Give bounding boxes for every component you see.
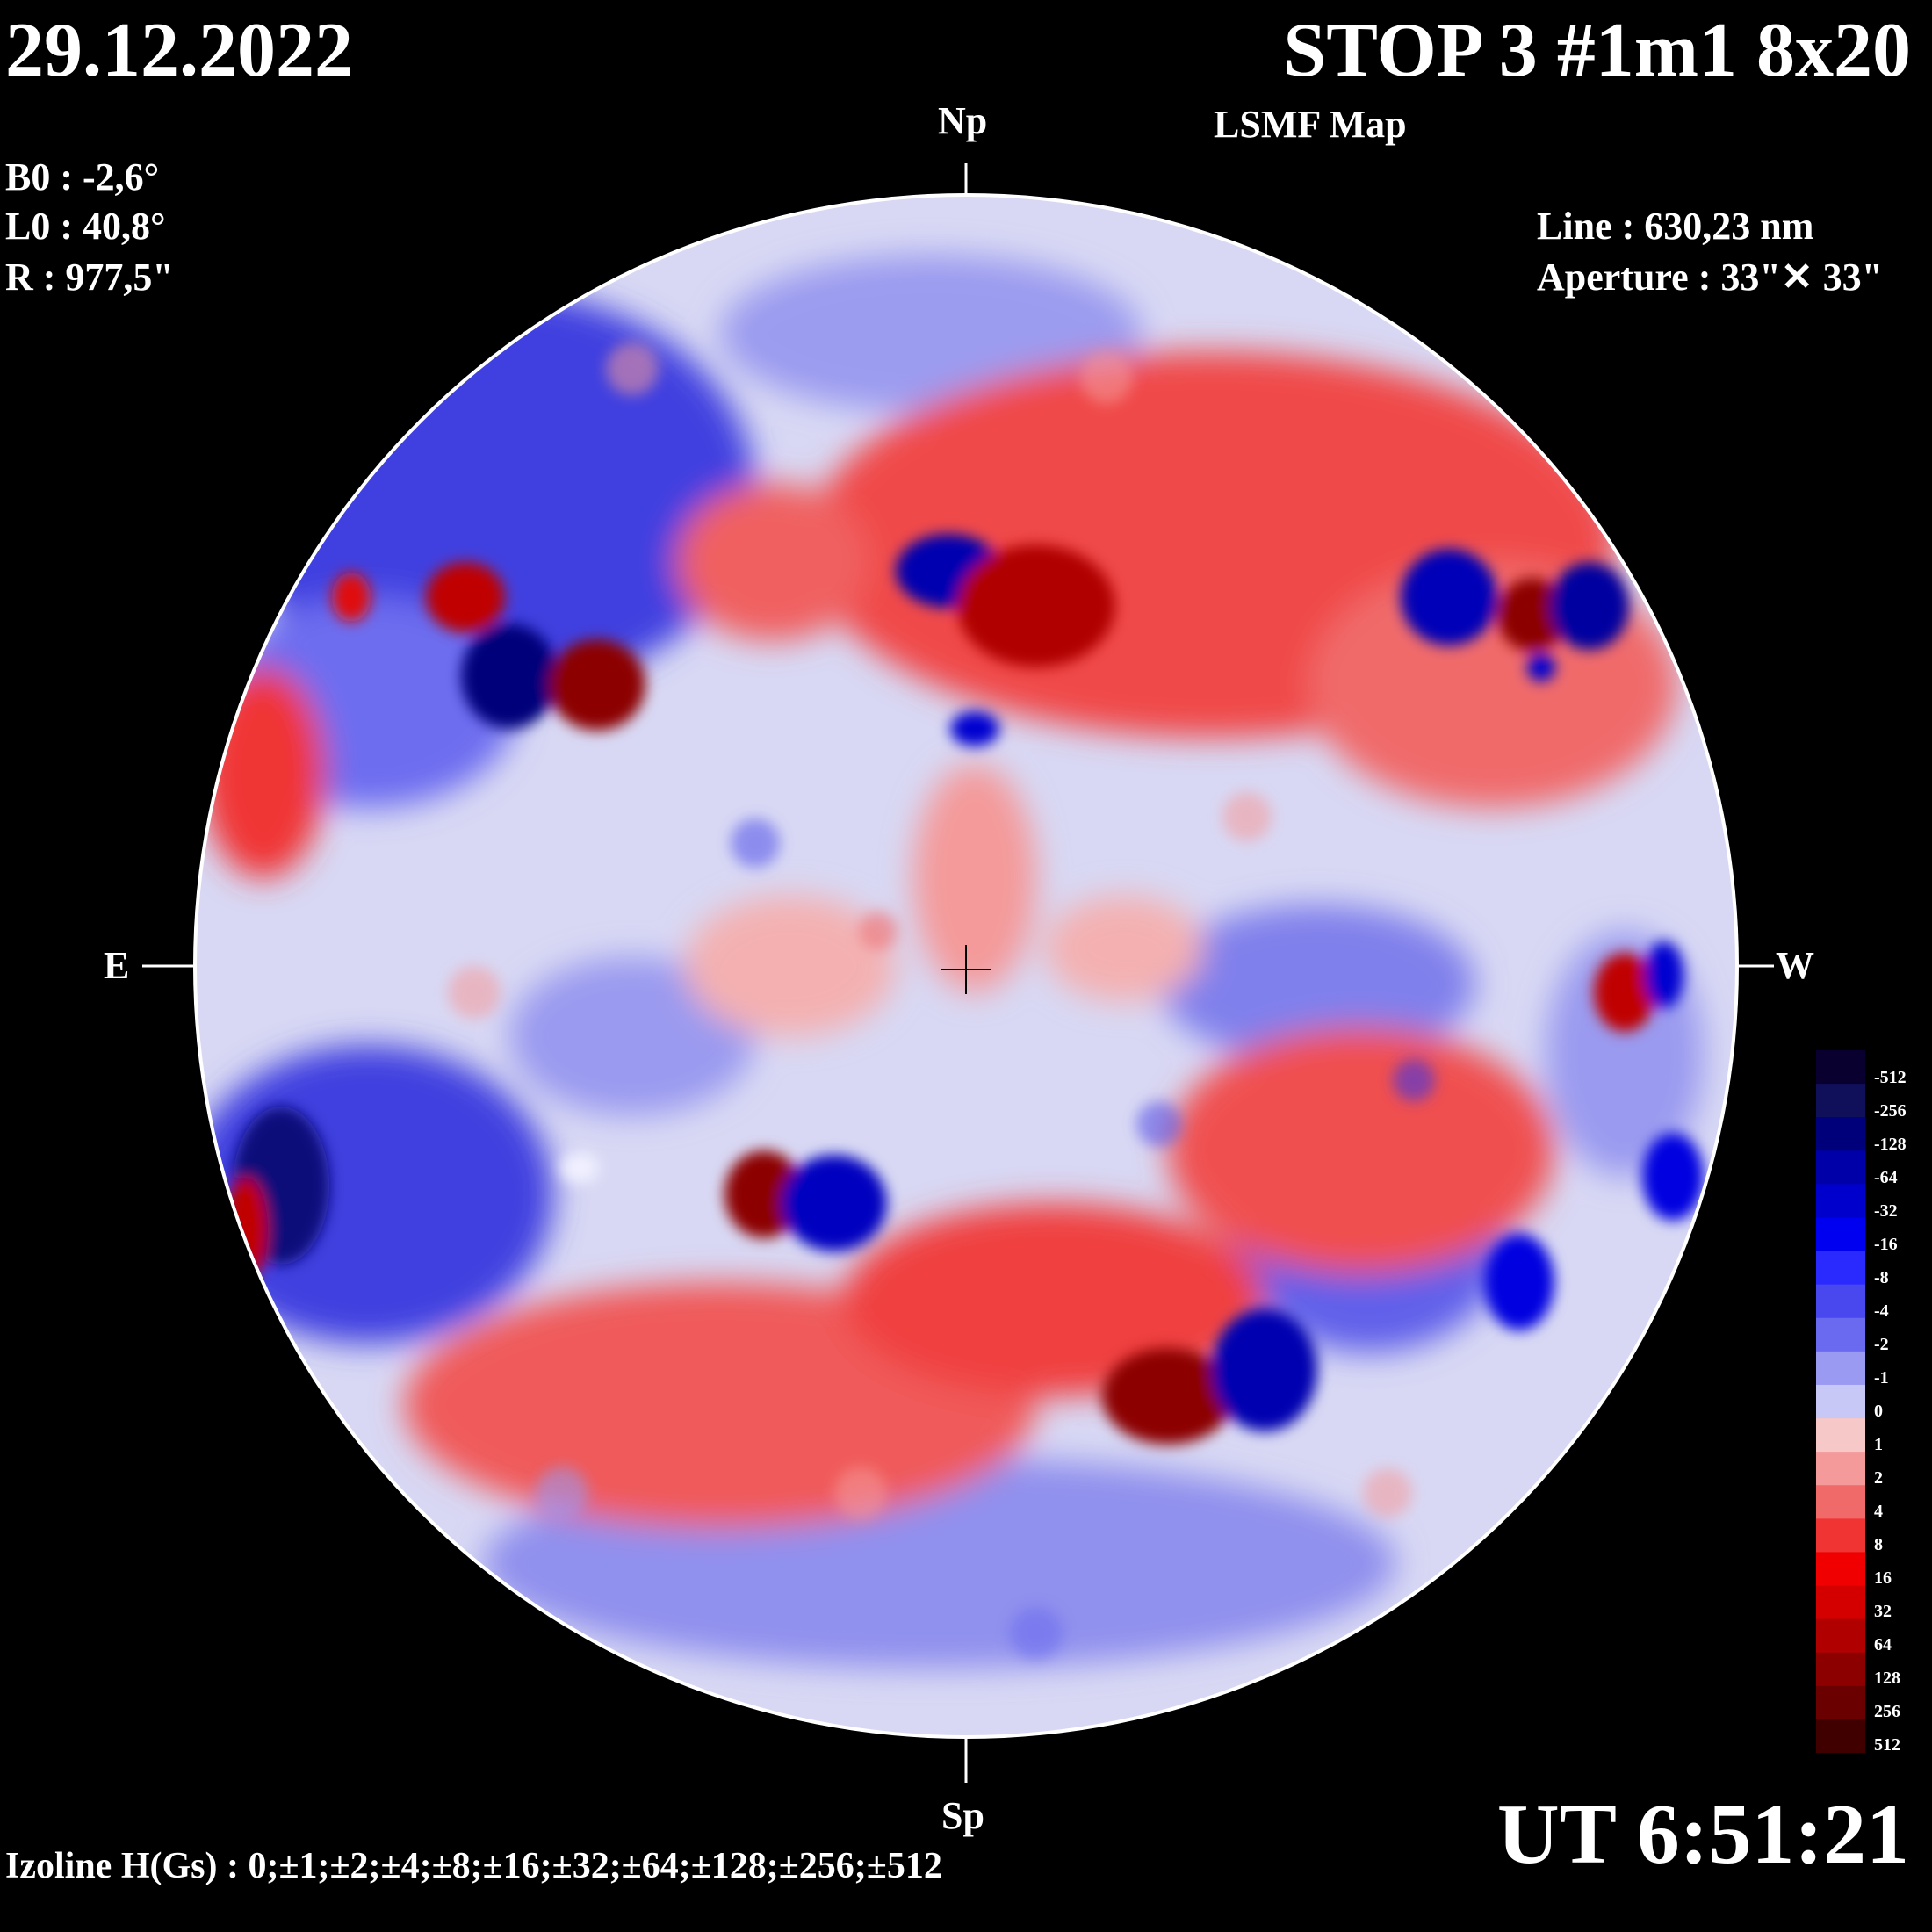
map-subtitle: LSMF Map: [1214, 103, 1407, 146]
l0-value: L0 : 40,8°: [5, 205, 166, 248]
radius-value: R : 977,5": [5, 256, 174, 299]
colorbar-swatch: [1816, 1184, 1865, 1218]
colorbar-level-label: 2: [1874, 1468, 1883, 1488]
colorbar-level-label: 128: [1874, 1669, 1900, 1688]
colorbar-swatch: [1816, 1552, 1865, 1587]
colorbar-level-label: -128: [1874, 1135, 1907, 1154]
colorbar-swatch: [1816, 1685, 1865, 1720]
colorbar-level-label: 64: [1874, 1635, 1892, 1654]
colorbar-level-label: 16: [1874, 1568, 1892, 1588]
colorbar-level-label: 8: [1874, 1535, 1883, 1554]
colorbar-swatch: [1816, 1485, 1865, 1519]
colorbar-swatch: [1816, 1117, 1865, 1151]
colorbar-swatch: [1816, 1719, 1865, 1753]
colorbar-swatch: [1816, 1618, 1865, 1654]
colorbar-swatch: [1816, 1384, 1865, 1419]
colorbar-level-label: -4: [1874, 1301, 1889, 1321]
colorbar-swatch: [1816, 1518, 1865, 1553]
colorbar-swatch: [1816, 1150, 1865, 1185]
colorbar-level-label: -64: [1874, 1168, 1898, 1187]
colorbar-swatch: [1816, 1585, 1865, 1620]
colorbar-level-label: 256: [1874, 1702, 1900, 1721]
colorbar-level-label: -1: [1874, 1368, 1889, 1388]
east-label: E: [104, 944, 130, 987]
colorbar-swatch: [1816, 1050, 1865, 1085]
colorbar-swatch: [1816, 1351, 1865, 1386]
colorbar-level-label: 512: [1874, 1735, 1900, 1755]
colorbar-swatch: [1816, 1652, 1865, 1687]
colorbar-swatch: [1816, 1084, 1865, 1118]
colorbar-swatch: [1816, 1217, 1865, 1252]
colorbar: [1816, 1050, 1865, 1753]
field-regions: [197, 197, 1735, 1735]
spectral-line: Line : 630,23 nm: [1537, 205, 1814, 248]
west-label: W: [1776, 944, 1814, 987]
colorbar-level-label: -512: [1874, 1068, 1907, 1087]
isoline-levels: Izoline H(Gs) : 0;±1;±2;±4;±8;±16;±32;±6…: [5, 1846, 942, 1886]
colorbar-level-label: -32: [1874, 1201, 1898, 1221]
colorbar-level-label: 32: [1874, 1602, 1892, 1621]
colorbar-swatch: [1816, 1251, 1865, 1286]
b0-value: B0 : -2,6°: [5, 155, 160, 198]
south-pole-label: Sp: [941, 1794, 984, 1837]
observation-date: 29.12.2022: [5, 8, 353, 93]
colorbar-level-label: -2: [1874, 1335, 1889, 1354]
colorbar-level-label: 1: [1874, 1435, 1883, 1454]
colorbar-swatch: [1816, 1317, 1865, 1352]
colorbar-level-label: -16: [1874, 1235, 1898, 1254]
colorbar-swatch: [1816, 1452, 1865, 1486]
universal-time: UT 6:51:21: [1496, 1787, 1909, 1882]
colorbar-swatch: [1816, 1418, 1865, 1453]
colorbar-level-label: -8: [1874, 1268, 1889, 1287]
colorbar-level-label: -256: [1874, 1101, 1907, 1121]
map-title: STOP 3 #1m1 8x20: [1283, 8, 1911, 93]
colorbar-swatch: [1816, 1284, 1865, 1319]
north-pole-label: Np: [938, 99, 988, 142]
colorbar-level-label: 0: [1874, 1402, 1883, 1421]
aperture-size: Aperture : 33"✕ 33": [1537, 256, 1884, 299]
colorbar-level-label: 4: [1874, 1502, 1883, 1521]
